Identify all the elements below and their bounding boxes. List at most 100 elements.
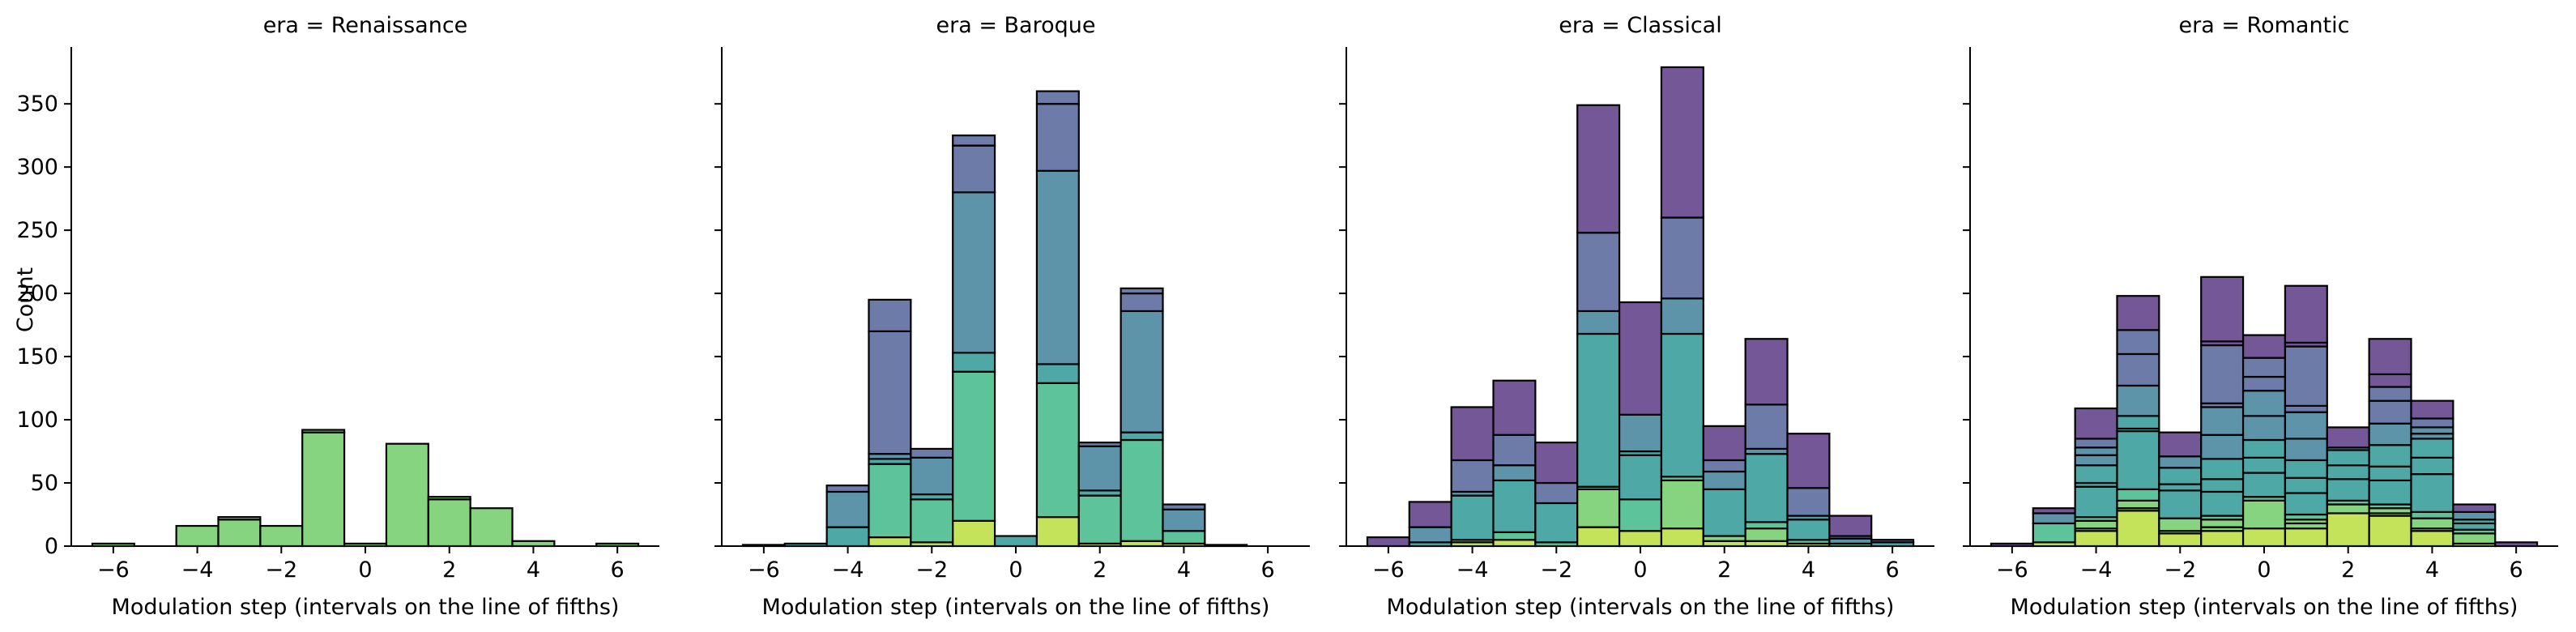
- bar-segment: [2241, 415, 2287, 442]
- bar-segment: [1828, 515, 1873, 537]
- bar-segment: [2158, 517, 2203, 532]
- bar-segment: [1576, 310, 1621, 335]
- bar-segment: [2116, 488, 2160, 502]
- bar-segment: [1660, 479, 1704, 530]
- bar-segment: [1120, 431, 1164, 442]
- bar-segment: [952, 144, 996, 194]
- bar-segment: [2241, 499, 2287, 530]
- bar-segment: [2368, 386, 2412, 402]
- bar-segment: [2241, 472, 2287, 498]
- bar-segment: [259, 524, 304, 548]
- bar-segment: [1120, 293, 1164, 313]
- bar-segment: [2200, 458, 2245, 480]
- bar-segment: [2241, 334, 2287, 359]
- x-tick-label: −6: [748, 557, 780, 583]
- bar-segment: [2241, 390, 2287, 417]
- facet-panel-1: era = Baroque −6 −4 −2 0 2 4 6 Modulation step (…: [714, 13, 1310, 620]
- bar-segment: [1618, 454, 1663, 501]
- bar-segment: [2200, 433, 2245, 460]
- x-tick-label: 2: [442, 557, 456, 583]
- bar-segment: [2116, 352, 2160, 387]
- bar-segment: [1035, 90, 1080, 105]
- bar-segment: [1702, 459, 1746, 473]
- bar-segment: [1492, 433, 1537, 467]
- bar-segment: [2368, 338, 2412, 376]
- bar-segment: [2200, 490, 2245, 517]
- bar-segment: [2200, 344, 2245, 404]
- x-tick-label: 4: [1802, 557, 1815, 583]
- bar-segment: [993, 535, 1039, 548]
- bar-segment: [1035, 169, 1080, 365]
- bar-segment: [2116, 384, 2160, 417]
- bar-segment: [2074, 446, 2118, 456]
- bar-segment: [2241, 375, 2287, 392]
- bar-segment: [1786, 487, 1831, 517]
- bar-segment: [2368, 479, 2412, 506]
- bar-segment: [1035, 103, 1080, 172]
- x-tick-label: 0: [1633, 557, 1647, 583]
- x-tick-label: −6: [1372, 557, 1405, 583]
- bar-segment: [1660, 66, 1704, 219]
- bar-segment: [1120, 287, 1164, 295]
- x-axis-label: Modulation step (intervals on the line o…: [2011, 595, 2518, 620]
- bar-segment: [2326, 464, 2370, 480]
- x-axis-label: Modulation step (intervals on the line o…: [112, 595, 620, 620]
- bar-segment: [1450, 494, 1495, 541]
- bar-segment: [217, 516, 262, 521]
- bar-segment: [868, 536, 912, 548]
- bar-segment: [2074, 485, 2118, 519]
- bar-segment: [952, 370, 996, 522]
- x-tick-label: −2: [1540, 557, 1572, 583]
- x-tick-label: −2: [265, 557, 297, 583]
- bar-segment: [217, 519, 262, 548]
- bar-segment: [2326, 512, 2370, 548]
- bar-segment: [1366, 536, 1410, 548]
- bar-segment: [2452, 522, 2497, 531]
- bar-segment: [2368, 422, 2412, 446]
- bar-segment: [1162, 503, 1206, 510]
- bar-segment: [427, 496, 471, 501]
- bar-segment: [1618, 498, 1663, 532]
- bar-segment: [301, 429, 346, 433]
- bar-segment: [2116, 329, 2160, 356]
- bar-segment: [825, 526, 870, 548]
- bar-segment: [1120, 310, 1164, 433]
- bar-segment: [1408, 526, 1452, 544]
- bar-segment: [1702, 425, 1746, 462]
- x-tick-label: −4: [181, 557, 214, 583]
- bar-segment: [2326, 426, 2370, 449]
- bar-segment: [2074, 519, 2118, 530]
- bar-segment: [2368, 465, 2412, 482]
- facet-title: era = Baroque: [936, 13, 1095, 38]
- x-tick-label: 2: [1717, 557, 1731, 583]
- bar-segment: [2200, 275, 2245, 343]
- bar-segment: [2074, 438, 2118, 449]
- bar-segment: [1870, 539, 1915, 544]
- bar-segment: [868, 330, 912, 455]
- bar-segment: [469, 507, 514, 548]
- facets-group: era = Renaissance−6 −4 −2 0 2 4 60501001502002…: [16, 13, 2558, 620]
- bar-segment: [2158, 483, 2203, 492]
- bar-segment: [1660, 527, 1704, 548]
- x-tick-label: 2: [2341, 557, 2355, 583]
- bar-segment: [2452, 503, 2497, 513]
- bar-segment: [1492, 539, 1537, 548]
- x-tick-label: −2: [2164, 557, 2196, 583]
- bar-segment: [1786, 433, 1831, 489]
- bar-segment: [1534, 502, 1579, 544]
- bar-segment: [2284, 284, 2328, 344]
- bar-segment: [1492, 479, 1537, 533]
- bar-segment: [2241, 527, 2287, 548]
- bar-segment: [1660, 216, 1704, 300]
- bar-segment: [1492, 531, 1537, 541]
- bar-segment: [1786, 519, 1831, 541]
- bar-segment: [1576, 104, 1621, 234]
- bar-segment: [2284, 345, 2328, 407]
- bar-segment: [2410, 530, 2454, 548]
- bar-segment: [2326, 478, 2370, 502]
- bar-segment: [868, 463, 912, 539]
- x-tick-label: −4: [2080, 557, 2113, 583]
- bar-segment: [2116, 415, 2160, 430]
- bar-segment: [1450, 406, 1495, 462]
